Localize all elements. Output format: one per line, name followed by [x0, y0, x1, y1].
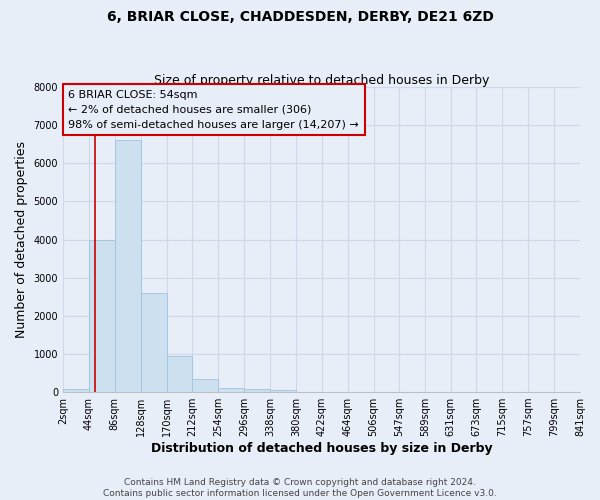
Bar [244, 390, 270, 392]
Text: 6, BRIAR CLOSE, CHADDESDEN, DERBY, DE21 6ZD: 6, BRIAR CLOSE, CHADDESDEN, DERBY, DE21 … [107, 10, 493, 24]
Y-axis label: Number of detached properties: Number of detached properties [15, 141, 28, 338]
Bar [193, 380, 218, 392]
Text: 6 BRIAR CLOSE: 54sqm
← 2% of detached houses are smaller (306)
98% of semi-detac: 6 BRIAR CLOSE: 54sqm ← 2% of detached ho… [68, 90, 359, 130]
Bar [218, 388, 244, 392]
Bar [140, 293, 167, 392]
Bar [63, 389, 89, 392]
Bar [167, 356, 193, 392]
Bar [89, 240, 115, 392]
Bar [270, 390, 296, 392]
Text: Contains HM Land Registry data © Crown copyright and database right 2024.
Contai: Contains HM Land Registry data © Crown c… [103, 478, 497, 498]
X-axis label: Distribution of detached houses by size in Derby: Distribution of detached houses by size … [151, 442, 493, 455]
Bar [115, 140, 140, 392]
Title: Size of property relative to detached houses in Derby: Size of property relative to detached ho… [154, 74, 489, 87]
